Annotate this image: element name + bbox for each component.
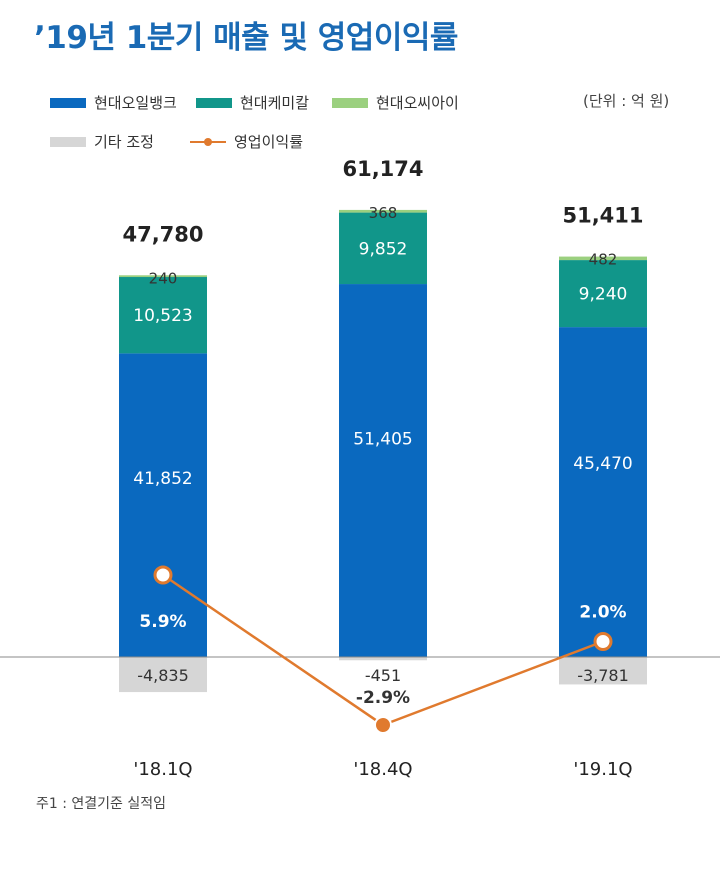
- x-tick-label-1: '18.1Q: [133, 759, 192, 780]
- label-oilbank-1: 41,852: [133, 469, 192, 489]
- unit-label: (단위 : 억 원): [583, 92, 670, 110]
- x-tick-label-2: '18.4Q: [353, 759, 412, 780]
- x-tick-label-3: '19.1Q: [573, 759, 632, 780]
- margin-point-3: [593, 631, 613, 651]
- chart-title: ’19년 1분기 매출 및 영업이익률: [34, 20, 458, 56]
- bar-oilbank-1: [119, 353, 207, 657]
- label-oilbank-2: 51,405: [353, 429, 412, 449]
- legend-label-chemical: 현대케미칼: [240, 94, 310, 112]
- bar-oci-3: [559, 256, 647, 261]
- label-other-3: -3,781: [577, 666, 629, 685]
- label-total-1: 47,780: [122, 222, 203, 246]
- bar-other-2: [339, 657, 427, 661]
- bar-oilbank-3: [559, 327, 647, 657]
- label-other-1: -4,835: [137, 666, 189, 685]
- legend-item-chemical: 현대케미칼: [196, 92, 309, 113]
- label-oci-3: 482: [589, 251, 618, 269]
- legend-swatch-margin: [190, 136, 226, 148]
- margin-label-2: -2.9%: [356, 688, 410, 708]
- label-total-3: 51,411: [562, 204, 643, 228]
- bar-other-1: [119, 657, 207, 693]
- legend-swatch-oilbank: [50, 97, 86, 108]
- margin-label-3: 2.0%: [579, 602, 626, 622]
- legend-swatch-oci: [332, 97, 368, 108]
- legend-label-other: 기타 조정: [94, 133, 154, 151]
- label-other-2: -451: [365, 666, 401, 685]
- label-total-2: 61,174: [342, 157, 423, 181]
- bar-oilbank-2: [339, 284, 427, 657]
- bar-oci-1: [119, 275, 207, 278]
- legend-label-oilbank: 현대오일뱅크: [94, 94, 177, 112]
- margin-point-2: [374, 716, 392, 734]
- label-chemical-1: 10,523: [133, 306, 192, 326]
- margin-point-1: [153, 565, 173, 585]
- legend-swatch-chemical: [196, 97, 232, 108]
- legend-label-margin: 영업이익률: [234, 133, 304, 151]
- legend-item-other: 기타 조정: [50, 131, 154, 152]
- legend-item-margin: 영업이익률: [190, 131, 303, 152]
- label-chemical-2: 9,852: [359, 239, 408, 259]
- bar-chemical-3: [559, 260, 647, 328]
- margin-label-1: 5.9%: [139, 612, 186, 632]
- legend-item-oci: 현대오씨아이: [332, 92, 459, 113]
- bar-chemical-2: [339, 212, 427, 285]
- label-oci-2: 368: [369, 204, 398, 222]
- bar-chemical-1: [119, 277, 207, 354]
- label-oci-1: 240: [149, 269, 178, 287]
- bar-oci-2: [339, 209, 427, 213]
- legend-label-oci: 현대오씨아이: [376, 94, 459, 112]
- label-oilbank-3: 45,470: [573, 454, 632, 474]
- legend-item-oilbank: 현대오일뱅크: [50, 92, 177, 113]
- bar-other-3: [559, 657, 647, 685]
- footnote: 주1 : 연결기준 실적임: [36, 796, 167, 812]
- legend-swatch-other: [50, 136, 86, 147]
- label-chemical-3: 9,240: [579, 285, 628, 305]
